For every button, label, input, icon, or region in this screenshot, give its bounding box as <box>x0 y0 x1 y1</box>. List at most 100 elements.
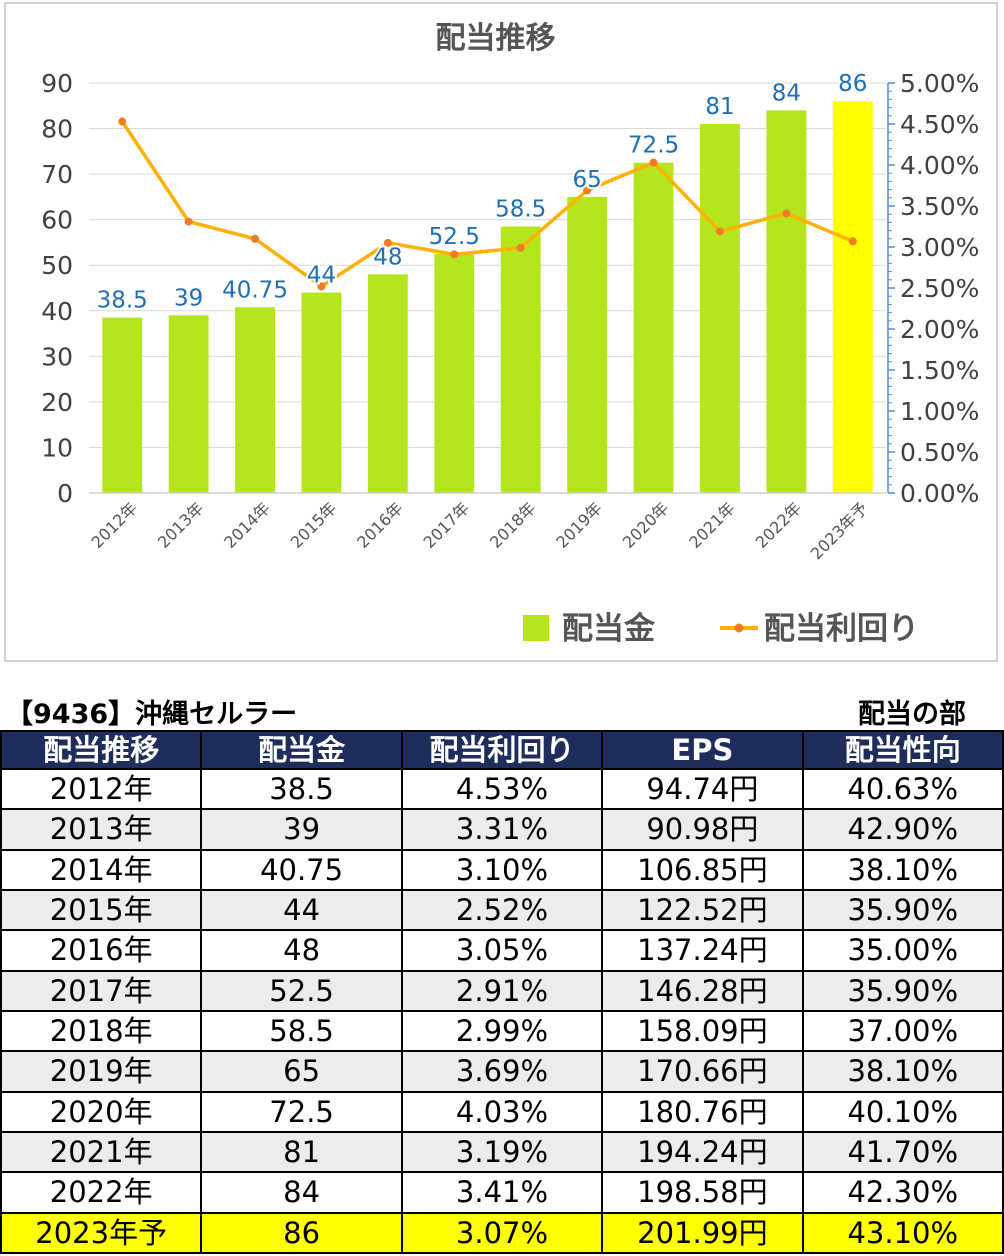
legend-swatch-dividend <box>523 615 549 641</box>
y-left-tick-label: 70 <box>41 160 73 189</box>
legend-marker-yield <box>734 623 744 633</box>
table-cell: 2022年 <box>0 1171 203 1214</box>
table-cell: 52.5 <box>200 969 403 1012</box>
bar-data-label: 84 <box>772 80 801 106</box>
yield-point <box>118 117 127 126</box>
y-right-tick-label: 4.00% <box>900 151 979 180</box>
table-row: 2014年 40.75 3.10% 106.85円 38.10% <box>0 848 1004 891</box>
y-right-tick-label: 1.00% <box>900 397 979 426</box>
table-cell: 40.63% <box>801 767 1004 811</box>
table-cell: 4.53% <box>400 767 604 811</box>
table-row: 2023年予 86 3.07% 201.99円 43.10% <box>0 1211 1004 1255</box>
table-row: 2020年 72.5 4.03% 180.76円 40.10% <box>0 1090 1004 1133</box>
table-cell: 37.00% <box>801 1009 1004 1053</box>
table-cell: 90.98円 <box>601 808 804 851</box>
yield-point <box>583 186 592 195</box>
y-left-tick-label: 20 <box>41 388 73 417</box>
table-cell: 2016年 <box>0 929 203 972</box>
table-cell: 44 <box>200 888 403 932</box>
table-body: 2012年 38.5 4.53% 94.74円 40.63% 2013年 39 3.31% 90… <box>0 767 1004 1255</box>
bar-data-label: 86 <box>838 71 867 97</box>
table-cell: 2012年 <box>0 767 203 811</box>
table-cell: 38.5 <box>200 767 403 811</box>
yield-point <box>450 250 459 259</box>
table-cell: 3.69% <box>400 1050 604 1093</box>
bar-data-label: 52.5 <box>429 224 480 250</box>
table-cell: 40.75 <box>200 848 403 891</box>
legend-label-dividend: 配当金 <box>562 611 656 647</box>
table-row: 2017年 52.5 2.91% 146.28円 35.90% <box>0 969 1004 1012</box>
x-tick-label: 2013年 <box>154 498 208 552</box>
y-left-tick-label: 0 <box>57 479 73 508</box>
y-right-tick-label: 3.00% <box>900 233 979 262</box>
bar <box>235 307 275 493</box>
table-row: 2016年 48 3.05% 137.24円 35.00% <box>0 929 1004 972</box>
table-cell: 94.74円 <box>601 767 804 811</box>
x-tick-label: 2020年 <box>619 498 673 552</box>
table-cell: 198.58円 <box>601 1171 804 1214</box>
dividend-chart: 配当推移 0 10 20 30 40 50 60 70 80 90 0.00% 0.50% 1.00% 1.… <box>41 21 979 647</box>
y-right-tick-label: 2.50% <box>900 274 979 303</box>
table-cell: 65 <box>200 1050 403 1093</box>
table-cell: 58.5 <box>200 1009 403 1053</box>
table-cell: 35.90% <box>801 888 1004 932</box>
y-right-tick-label: 2.00% <box>900 315 979 344</box>
bar-data-label: 58.5 <box>495 197 546 223</box>
table-cell: 2020年 <box>0 1090 203 1133</box>
table-cell: 39 <box>200 808 403 851</box>
y-right-tick-label: 4.50% <box>900 110 979 139</box>
bar-data-label: 39 <box>174 285 203 311</box>
y-left-tick-label: 10 <box>41 433 73 462</box>
column-header: 配当金 <box>200 730 403 770</box>
bar-data-label: 81 <box>705 94 734 120</box>
bar <box>633 162 674 493</box>
table-row: 2021年 81 3.19% 194.24円 41.70% <box>0 1130 1004 1174</box>
table-cell: 3.05% <box>400 929 604 972</box>
x-tick-label: 2023年予 <box>807 498 872 563</box>
x-tick-label: 2014年 <box>220 498 274 552</box>
y-left-tick-label: 80 <box>41 115 73 144</box>
y-right-tick-label: 1.50% <box>900 356 979 385</box>
table-cell: 106.85円 <box>601 848 804 891</box>
bar <box>367 274 408 493</box>
table-cell: 137.24円 <box>601 929 804 972</box>
column-header: EPS <box>601 730 804 770</box>
table-cell: 158.09円 <box>601 1009 804 1053</box>
x-tick-label: 2017年 <box>420 498 474 552</box>
table-cell: 3.19% <box>400 1130 604 1174</box>
x-tick-label: 2022年 <box>752 498 806 552</box>
table-cell: 72.5 <box>200 1090 403 1133</box>
y-left-tick-label: 40 <box>41 297 73 326</box>
x-tick-label: 2019年 <box>552 498 606 552</box>
table-cell: 42.30% <box>801 1171 1004 1214</box>
table-cell: 43.10% <box>801 1211 1004 1255</box>
table-cell: 201.99円 <box>601 1211 804 1255</box>
x-tick-label: 2012年 <box>87 498 141 552</box>
table-cell: 38.10% <box>801 848 1004 891</box>
yield-point <box>516 243 525 252</box>
table-cell: 4.03% <box>400 1090 604 1133</box>
yield-point <box>715 227 724 236</box>
bar-data-label: 44 <box>307 263 336 289</box>
table-row: 2013年 39 3.31% 90.98円 42.90% <box>0 808 1004 851</box>
y-right-tick-label: 0.00% <box>900 479 979 508</box>
table-cell: 3.31% <box>400 808 604 851</box>
table-header-row: 配当推移 配当金 配当利回り EPS 配当性向 <box>0 730 1004 770</box>
table-cell: 2013年 <box>0 808 203 851</box>
bar <box>832 101 873 493</box>
bar <box>500 226 541 493</box>
table-cell: 2.52% <box>400 888 604 932</box>
yield-point <box>383 238 392 247</box>
table-cell: 2014年 <box>0 848 203 891</box>
table-cell: 2.91% <box>400 969 604 1012</box>
table-cell: 2015年 <box>0 888 203 932</box>
table-cell: 38.10% <box>801 1050 1004 1093</box>
y-left-tick-label: 60 <box>41 206 73 235</box>
bar <box>301 292 342 493</box>
bar-data-label: 48 <box>373 244 402 270</box>
x-tick-label: 2018年 <box>486 498 540 552</box>
x-tick-label: 2015年 <box>287 498 341 552</box>
table-cell: 35.90% <box>801 969 1004 1012</box>
dividend-table: 配当推移 配当金 配当利回り EPS 配当性向 2012年 38.5 4.53% 94.74円… <box>0 730 1004 1255</box>
y-right-tick-label: 0.50% <box>900 438 979 467</box>
